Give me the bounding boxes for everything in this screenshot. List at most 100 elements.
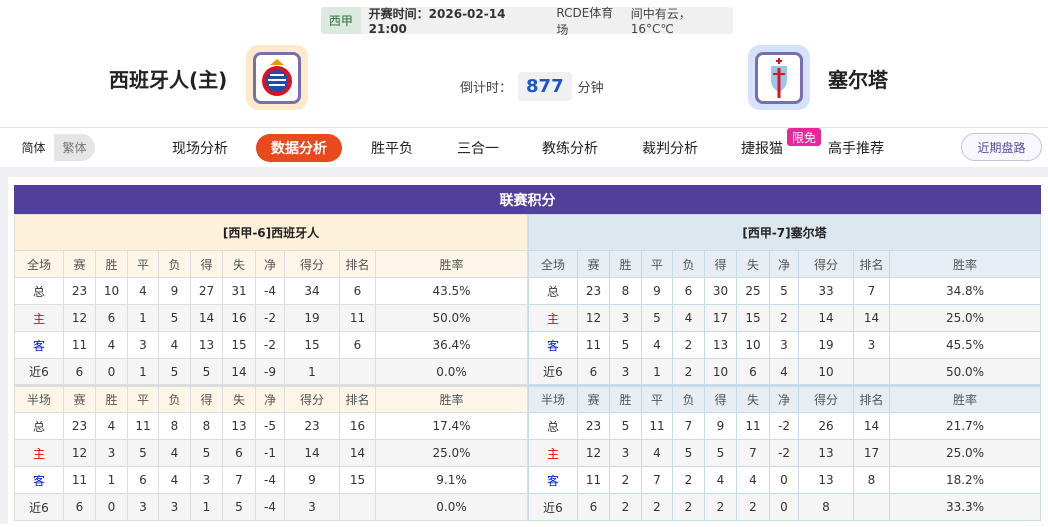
table-cell: 1 — [284, 358, 340, 386]
table-cell: 14 — [339, 439, 376, 467]
table-cell: 3 — [609, 439, 642, 467]
column-header: 半场 — [528, 384, 578, 413]
table-cell: 12 — [577, 439, 610, 467]
column-header: 半场 — [14, 384, 64, 413]
table-cell: 11 — [63, 331, 96, 359]
table-cell: 16 — [222, 304, 256, 332]
table-row: 近6 6 3 1 2 10 6 4 10 50.0% — [528, 358, 1041, 386]
table-cell: 13 — [798, 439, 854, 467]
table-row: 总 23 10 4 9 27 31 -4 34 6 43.5% — [14, 277, 528, 305]
table-cell: 7 — [853, 277, 890, 305]
table-cell: 3 — [609, 304, 642, 332]
table-cell: -1 — [255, 439, 285, 467]
table-cell: 0.0% — [375, 358, 528, 386]
table-cell: -2 — [255, 304, 285, 332]
column-header: 赛 — [577, 250, 610, 278]
home-team-logo[interactable] — [246, 45, 308, 110]
table-cell: 43.5% — [375, 277, 528, 305]
row-label: 客 — [14, 466, 64, 494]
table-cell: 3 — [190, 466, 223, 494]
table-cell: 26 — [798, 412, 854, 440]
league-tag[interactable]: 西甲 — [321, 7, 361, 34]
table-cell: 7 — [736, 439, 770, 467]
tab-three-in-one[interactable]: 三合一 — [457, 141, 499, 157]
tab-live-analysis[interactable]: 现场分析 — [172, 141, 228, 157]
tab-win-draw-lose[interactable]: 胜平负 — [371, 141, 413, 157]
table-cell: 4 — [736, 466, 770, 494]
table-cell: -2 — [255, 331, 285, 359]
tab-jiebaomao[interactable]: 捷报猫 — [741, 141, 783, 157]
table-cell: 7 — [672, 412, 705, 440]
table-cell: 3 — [158, 493, 191, 521]
table-cell: 50.0% — [375, 304, 528, 332]
column-header: 全场 — [528, 250, 578, 278]
tab-referee-analysis[interactable]: 裁判分析 — [642, 141, 698, 157]
table-cell: 23 — [284, 412, 340, 440]
away-team-name[interactable]: 塞尔塔 — [828, 68, 888, 92]
column-header-row: 全场赛胜平负得失净得分 排名 胜率 — [14, 250, 528, 278]
table-cell: 11 — [63, 466, 96, 494]
table-cell: 8 — [853, 466, 890, 494]
table-cell: 6 — [672, 277, 705, 305]
table-cell: 0.0% — [375, 493, 528, 521]
row-label: 总 — [528, 412, 578, 440]
column-header: 得 — [190, 250, 223, 278]
column-header: 净 — [769, 384, 799, 413]
table-cell: 21.7% — [889, 412, 1041, 440]
table-cell: 5 — [158, 304, 191, 332]
language-switch[interactable]: 简体 繁体 — [13, 134, 95, 161]
table-cell: 34 — [284, 277, 340, 305]
table-cell: 25.0% — [889, 439, 1041, 467]
table-cell: 2 — [672, 466, 705, 494]
celta-crest-icon — [771, 57, 787, 98]
column-header: 失 — [736, 250, 770, 278]
table-cell: 31 — [222, 277, 256, 305]
table-cell: 2 — [769, 304, 799, 332]
row-label: 总 — [528, 277, 578, 305]
tab-coach-analysis[interactable]: 教练分析 — [542, 141, 598, 157]
row-label: 客 — [528, 466, 578, 494]
table-cell: 5 — [641, 304, 673, 332]
table-cell: 9 — [284, 466, 340, 494]
home-team-name[interactable]: 西班牙人(主) — [109, 68, 228, 92]
tab-data-analysis[interactable]: 数据分析 — [256, 134, 342, 162]
row-label: 近6 — [528, 358, 578, 386]
table-cell: 16 — [339, 412, 376, 440]
standings-title: 联赛积分 — [14, 185, 1041, 214]
table-cell: 6 — [127, 466, 159, 494]
table-cell: -4 — [255, 493, 285, 521]
table-cell: 5 — [704, 439, 737, 467]
traditional-button[interactable]: 繁体 — [62, 141, 87, 155]
column-header: 负 — [672, 384, 705, 413]
tab-expert-picks[interactable]: 高手推荐 — [828, 141, 884, 157]
table-cell: 14 — [222, 358, 256, 386]
table-row: 总 23 5 11 7 9 11 -2 26 14 21.7% — [528, 412, 1041, 440]
table-cell: 0 — [95, 493, 128, 521]
column-header: 得分 — [284, 384, 340, 413]
table-cell: 8 — [190, 412, 223, 440]
table-cell: -4 — [255, 277, 285, 305]
column-header: 胜率 — [375, 384, 528, 413]
table-cell: 9 — [641, 277, 673, 305]
table-cell: 6 — [339, 277, 376, 305]
row-label: 客 — [528, 331, 578, 359]
row-label: 主 — [14, 304, 64, 332]
away-team-logo[interactable] — [748, 45, 810, 110]
table-cell: 23 — [63, 277, 96, 305]
table-cell: 9 — [158, 277, 191, 305]
row-label: 近6 — [14, 493, 64, 521]
table-cell: 6 — [339, 331, 376, 359]
table-cell: 3 — [95, 439, 128, 467]
countdown-label: 倒计时： — [460, 81, 513, 96]
simplified-button[interactable]: 简体 — [13, 134, 54, 161]
table-cell: -5 — [255, 412, 285, 440]
kickoff-time: 开赛时间：2026-02-14 21:00 — [368, 7, 506, 36]
table-cell: 2 — [609, 466, 642, 494]
row-label: 主 — [528, 304, 578, 332]
column-header: 得分 — [798, 250, 854, 278]
table-cell: 5 — [190, 358, 223, 386]
recent-handicap-button[interactable]: 近期盘路 — [961, 133, 1042, 161]
table-cell: 13 — [704, 331, 737, 359]
column-header: 赛 — [577, 384, 610, 413]
team-header-row: [西甲-7]塞尔塔 — [528, 214, 1041, 251]
